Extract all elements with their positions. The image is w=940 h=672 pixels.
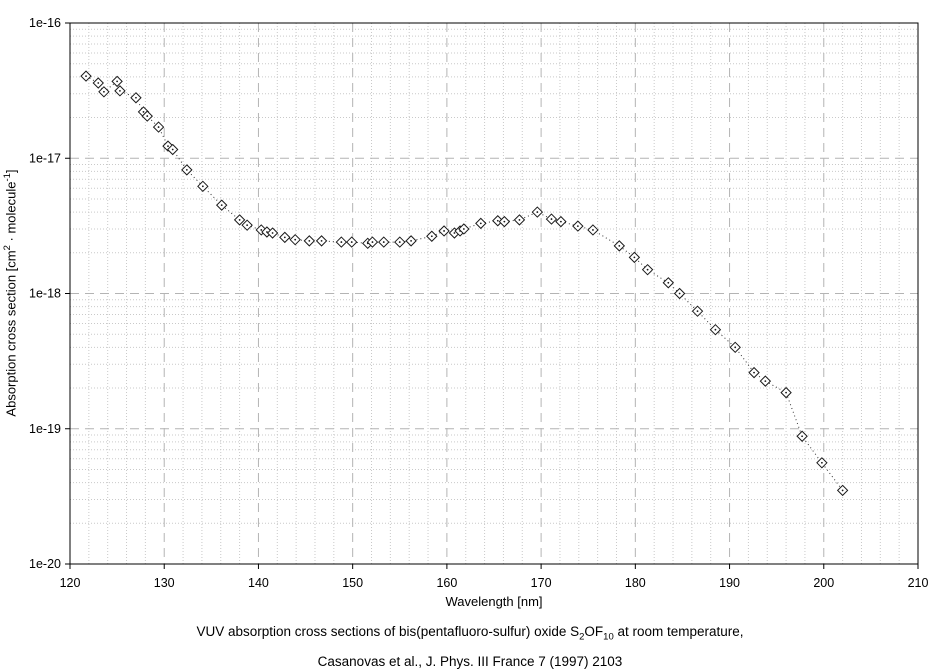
x-axis-title: Wavelength [nm] [445, 594, 543, 609]
data-point-center-dot [430, 235, 433, 238]
data-point-center-dot [646, 268, 649, 271]
y-axis-title-post: ] [3, 169, 19, 174]
data-point-center-dot [103, 90, 105, 93]
major-gridlines [70, 23, 918, 564]
x-tick-label: 180 [625, 576, 646, 590]
data-point-center-dot [678, 292, 681, 295]
x-tick-label: 130 [154, 576, 175, 590]
data-point-center-dot [220, 204, 223, 207]
data-point-center-dot [714, 328, 717, 331]
y-axis-title-text: Absorption cross section [cm [3, 250, 19, 417]
data-point-center-dot [371, 241, 374, 243]
data-point-center-dot [283, 236, 286, 239]
data-point-center-dot [116, 80, 119, 83]
y-axis-title-sup-2: 2 [2, 245, 13, 251]
data-point-center-dot [753, 371, 755, 374]
x-tick-label: 200 [813, 576, 834, 590]
data-point-center-dot [667, 281, 670, 284]
caption-sub-2: 2 [579, 631, 585, 643]
data-point-center-dot [801, 435, 804, 438]
data-point-center-dot [142, 111, 145, 113]
data-point-center-dot [559, 220, 562, 223]
data-point-center-dot [294, 238, 297, 241]
data-point-center-dot [820, 461, 823, 464]
data-point-center-dot [350, 241, 353, 243]
y-tick-label: 1e-18 [29, 287, 61, 301]
data-point-center-dot [696, 310, 699, 313]
data-point-center-dot [97, 82, 100, 84]
data-point-center-dot [119, 89, 121, 92]
data-point-center-dot [785, 391, 787, 394]
data-point-center-dot [171, 148, 174, 151]
data-point-center-dot [410, 239, 412, 242]
series-dotted-line [85, 75, 843, 491]
data-point-center-dot [260, 229, 263, 231]
data-point-center-dot [308, 239, 311, 242]
data-point-center-dot [592, 229, 594, 231]
data-point-center-dot [320, 239, 323, 242]
data-point-center-dot [146, 115, 149, 117]
caption-line1-text: VUV absorption cross sections of bis(pen… [196, 624, 580, 639]
data-point-center-dot [340, 241, 343, 243]
data-point-center-dot [398, 241, 401, 243]
series-markers [80, 70, 849, 497]
data-point-center-dot [518, 219, 521, 221]
y-tick-label: 1e-16 [29, 16, 61, 30]
data-point-center-dot [503, 220, 506, 223]
data-point-center-dot [764, 380, 767, 383]
data-point-center-dot [271, 232, 274, 234]
x-tick-label: 190 [719, 576, 740, 590]
y-tick-label: 1e-17 [29, 151, 61, 165]
data-point-center-dot [238, 219, 241, 221]
series-polyline [85, 75, 843, 491]
data-point-center-dot [841, 489, 844, 492]
figure-caption: VUV absorption cross sections of bis(pen… [0, 620, 940, 672]
data-point-center-dot [382, 241, 385, 243]
data-point-center-dot [633, 256, 636, 259]
data-point-center-dot [246, 224, 249, 227]
data-point-center-dot [462, 228, 465, 230]
data-point-center-dot [576, 225, 579, 228]
caption-line-2: Casanovas et al., J. Phys. III France 7 … [317, 653, 623, 669]
x-tick-label: 150 [342, 576, 363, 590]
caption-line1-post: at room temperature, [613, 624, 744, 639]
data-point-center-dot [167, 145, 169, 147]
caption-line1-mid: OF [584, 624, 604, 639]
x-tick-label: 210 [908, 576, 929, 590]
data-point-center-dot [479, 222, 482, 225]
caption-sub-10: 10 [603, 631, 614, 643]
data-point-center-dot [618, 244, 621, 247]
x-tick-label: 120 [60, 576, 81, 590]
data-point-center-dot [135, 96, 137, 99]
axis-tick-labels: 120 130 140 150 160 170 180 190 200 210 1e-16 1e-17… [29, 16, 928, 590]
data-point-center-dot [201, 185, 204, 188]
x-tick-label: 160 [436, 576, 457, 590]
y-tick-label: 1e-19 [29, 422, 61, 436]
axis-ticks [65, 22, 919, 569]
y-axis-title: Absorption cross section [cm2 · molecule… [2, 113, 22, 473]
data-point-center-dot [536, 211, 539, 213]
data-point-center-dot [185, 169, 188, 171]
caption-line-1: VUV absorption cross sections of bis(pen… [0, 620, 940, 650]
data-point-center-dot [496, 219, 499, 222]
data-point-center-dot [734, 346, 737, 349]
data-point-center-dot [443, 230, 445, 232]
data-point-center-dot [157, 126, 160, 128]
y-axis-title-sup-minus1: -1 [2, 173, 13, 182]
data-point-center-dot [266, 231, 268, 233]
y-tick-label: 1e-20 [29, 557, 61, 571]
data-point-center-dot [85, 75, 87, 77]
x-tick-label: 170 [531, 576, 552, 590]
data-point-center-dot [453, 232, 456, 234]
data-point-center-dot [550, 218, 553, 220]
x-tick-label: 140 [248, 576, 269, 590]
y-axis-title-mid: · molecule [3, 181, 19, 246]
